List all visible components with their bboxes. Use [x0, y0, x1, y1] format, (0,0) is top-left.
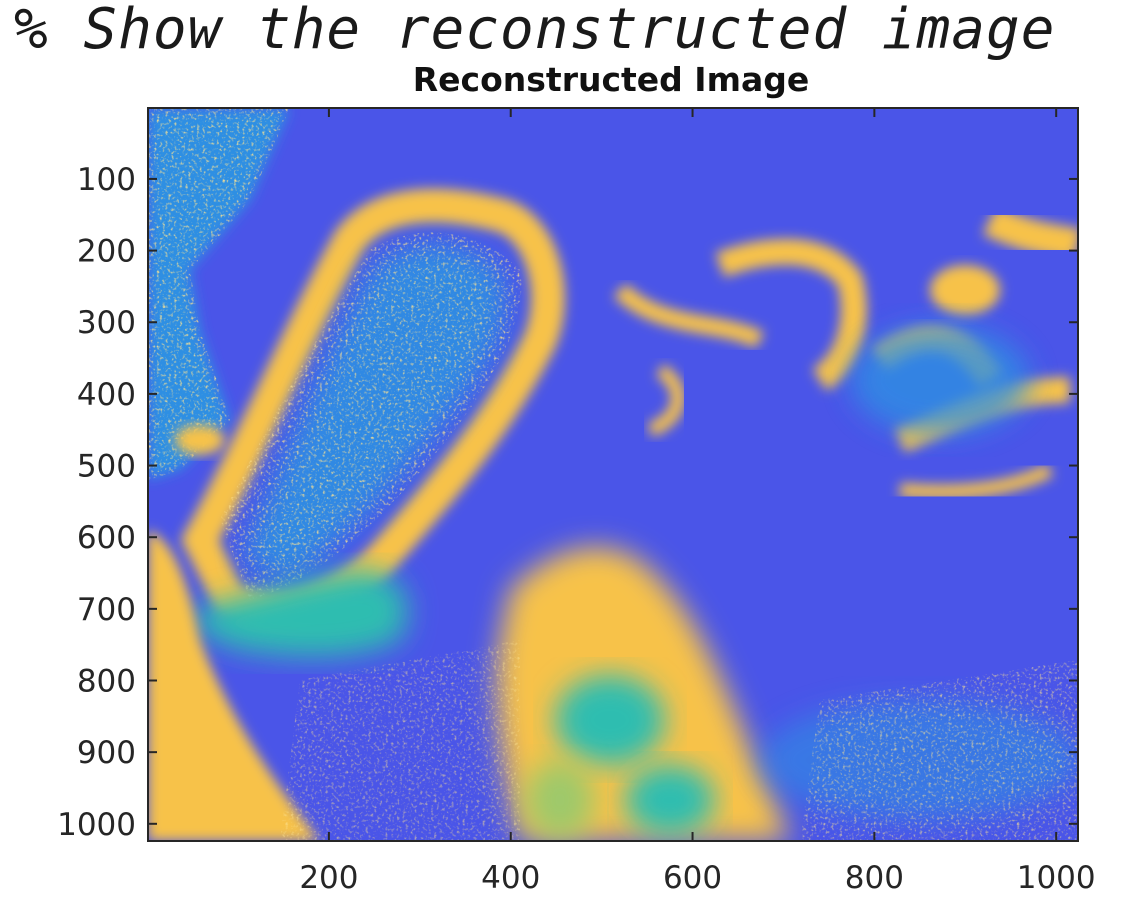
- region-blob-right: [930, 265, 1000, 315]
- chart-title: Reconstructed Image: [413, 60, 809, 99]
- y-tick-label: 600: [77, 520, 136, 556]
- code-comment: % Show the reconstructed image: [14, 0, 1056, 62]
- region-foot-spot-2: [625, 765, 715, 835]
- x-tick-label: 400: [481, 860, 540, 896]
- y-tick-label: 300: [77, 305, 136, 341]
- y-tick-label: 900: [77, 735, 136, 771]
- region-left-grain: [148, 108, 290, 480]
- y-tick-label: 200: [77, 234, 136, 270]
- region-frog-body: [190, 570, 408, 657]
- y-tick-label: 800: [77, 663, 136, 699]
- x-tick-label: 800: [845, 860, 904, 896]
- region-curve-far-right: [982, 205, 1078, 261]
- plot-axes-box: [147, 107, 1079, 842]
- y-tick-label: 500: [77, 449, 136, 485]
- region-frog-grain: [220, 232, 522, 600]
- region-bottom-left-band: [148, 530, 320, 841]
- y-tick-label: 400: [77, 377, 136, 413]
- region-foot-spot-3: [525, 760, 595, 840]
- region-curve-top-right: [715, 238, 867, 391]
- y-tick-label: 700: [77, 592, 136, 628]
- region-curve-center: [647, 364, 686, 437]
- region-curve-mid: [613, 283, 765, 349]
- region-grain-bottom-right: [800, 660, 1078, 841]
- region-curve-bottom-right: [899, 463, 1054, 499]
- x-tick-label: 600: [663, 860, 722, 896]
- region-haze-right: [850, 325, 1030, 435]
- region-grain-bottom-center: [280, 640, 520, 841]
- x-tick-label: 200: [299, 860, 358, 896]
- x-tick-label: 1000: [1017, 860, 1096, 896]
- region-foot-spot-1: [555, 675, 665, 765]
- y-tick-label: 1000: [57, 807, 136, 843]
- x-axis-ticks: 200 400 600 800 1000: [299, 108, 1096, 896]
- heatmap-image: [148, 108, 1078, 841]
- y-tick-label: 100: [77, 162, 136, 198]
- region-blob-left-small: [175, 425, 225, 455]
- y-axis-ticks: 100 200 300 400 500 600 700 800 900 1000: [57, 162, 1078, 843]
